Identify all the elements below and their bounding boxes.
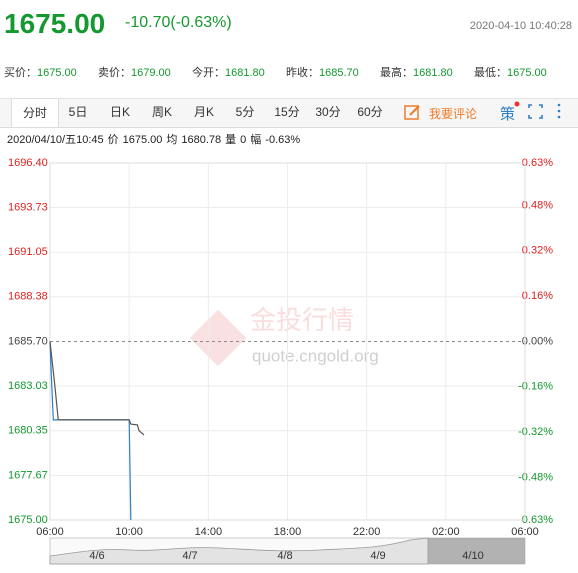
y2-tick-label: -0.48% <box>518 471 553 483</box>
tab[interactable]: 5分 <box>235 105 255 119</box>
y-tick-label: 1691.05 <box>8 246 48 258</box>
info-item: 1680.78 <box>181 134 222 146</box>
price: 1675.00 <box>4 8 106 39</box>
quotes: 买价：1675.00 卖价：1679.00 今开：1681.80 昨收：1685.70… <box>0 64 578 80</box>
info-item: 0 <box>240 134 247 146</box>
price-line <box>49 341 145 436</box>
tab-bar <box>0 98 578 128</box>
quote-value: 1685.70 <box>319 67 359 79</box>
quote-label: 昨收： <box>286 67 319 79</box>
y-tick-label: 1675.00 <box>8 514 48 526</box>
tab[interactable]: 分时 <box>10 98 60 127</box>
quote-value: 1675.00 <box>507 67 547 79</box>
info-item: 价 <box>107 134 119 146</box>
x-tick-label: 14:00 <box>195 526 223 538</box>
y2-tick-label: 0.00% <box>522 335 553 347</box>
y-tick-label: 1677.67 <box>8 469 48 481</box>
y2-tick-label: -0.63% <box>518 514 553 526</box>
info-item: 2020/04/10/五10:45 <box>7 134 104 146</box>
info-item: 量 <box>225 134 237 146</box>
quote: 昨收：1685.70 <box>286 64 359 80</box>
x-tick-label: 22:00 <box>353 526 381 538</box>
y-tick-label: 1685.70 <box>8 335 48 347</box>
x-tick-label: 18:00 <box>274 526 302 538</box>
y-tick-label: 1693.73 <box>8 201 48 213</box>
tab[interactable]: 月K <box>193 105 215 119</box>
y-tick-label: 1683.03 <box>8 380 48 392</box>
navigator-label: 4/8 <box>277 550 292 562</box>
quote-label: 买价： <box>4 67 37 79</box>
quote-value: 1679.00 <box>131 67 171 79</box>
y2-tick-label: -0.16% <box>518 381 553 393</box>
strategy-button[interactable]: 策 <box>500 106 516 123</box>
info-item: 均 <box>166 134 178 146</box>
quote-value: 1675.00 <box>37 67 77 79</box>
quote: 最高：1681.80 <box>380 64 453 80</box>
quote: 今开：1681.80 <box>192 64 265 80</box>
x-tick-label: 06:00 <box>36 526 64 538</box>
quote: 卖价：1679.00 <box>98 64 171 80</box>
info-item: 幅 <box>250 134 262 146</box>
navigator-selection[interactable] <box>428 538 525 564</box>
quote-value: 1681.80 <box>225 67 265 79</box>
y2-tick-label: 0.63% <box>522 157 553 169</box>
y-tick-label: 1688.38 <box>8 291 48 303</box>
y2-tick-label: 0.48% <box>522 199 553 211</box>
quote: 买价：1675.00 <box>4 64 77 80</box>
navigator-label: 4/7 <box>182 550 197 562</box>
tab[interactable]: 5日 <box>68 105 88 119</box>
x-tick-label: 02:00 <box>432 526 460 538</box>
quote-label: 卖价： <box>98 67 131 79</box>
timestamp: 2020-04-10 10:40:28 <box>469 20 572 32</box>
tab[interactable]: 日K <box>109 105 131 119</box>
navigator-label: 4/10 <box>462 550 483 562</box>
quote-value: 1681.80 <box>413 67 453 79</box>
quote-label: 今开： <box>192 67 225 79</box>
tab[interactable]: 周K <box>151 105 173 119</box>
info-item: -0.63% <box>265 134 301 146</box>
watermark-title: 金投行情 <box>250 305 354 335</box>
y2-tick-label: -0.32% <box>518 426 553 438</box>
comment-icon[interactable] <box>404 104 421 121</box>
info-line: 2020/04/10/五10:45 价 1675.00 均 1680.78 量 0 幅 -0.6… <box>7 131 304 147</box>
tab[interactable]: 60分 <box>357 105 383 119</box>
quote-label: 最低： <box>474 67 507 79</box>
quote: 最低：1675.00 <box>474 64 547 80</box>
info-item: 1675.00 <box>122 134 163 146</box>
y2-tick-label: 0.32% <box>522 245 553 257</box>
change: -10.70(-0.63%) <box>125 14 232 31</box>
price-line <box>49 341 132 521</box>
watermark-url: quote.cngold.org <box>252 346 379 365</box>
navigator-area <box>49 537 429 565</box>
y2-tick-label: 0.16% <box>522 290 553 302</box>
x-tick-label: 10:00 <box>115 526 143 538</box>
x-tick-label: 06:00 <box>511 526 539 538</box>
y-tick-label: 1680.35 <box>8 425 48 437</box>
y-tick-label: 1696.40 <box>8 157 48 169</box>
quote-label: 最高： <box>380 67 413 79</box>
navigator-label: 4/6 <box>89 550 104 562</box>
tab[interactable]: 15分 <box>274 105 300 119</box>
toolbar-icons <box>514 101 561 119</box>
comment-button[interactable]: 我要评论 <box>429 107 478 121</box>
watermark-logo <box>189 309 247 367</box>
tab[interactable]: 30分 <box>315 105 341 119</box>
navigator-label: 4/9 <box>370 550 385 562</box>
